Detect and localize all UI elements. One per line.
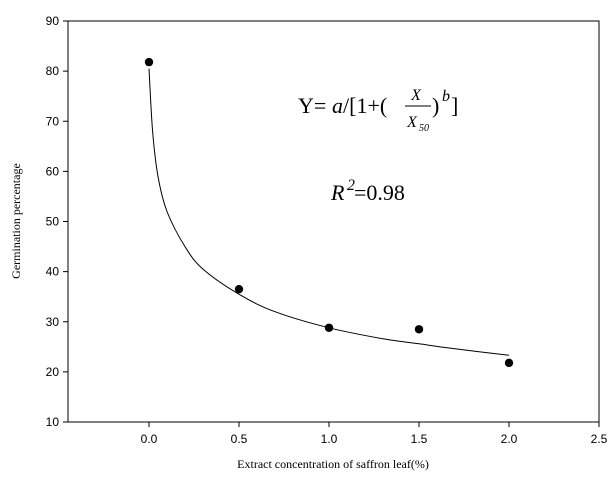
y-tick-label: 20 (46, 365, 60, 379)
r-squared-symbol: R (330, 180, 345, 205)
y-tick-label: 70 (46, 114, 60, 128)
y-tick-label: 30 (46, 315, 60, 329)
fitted-curve-line (148, 68, 510, 356)
ticks: 10 20 30 40 50 60 70 80 90 0.0 0.5 1.0 1.5 2.0 2.5 (46, 14, 608, 446)
plot-frame (67, 20, 600, 423)
y-axis-label: Germination percentage (9, 163, 23, 279)
equation-exponent: b (442, 88, 450, 105)
r-squared-value: =0.98 (354, 180, 405, 205)
x-tick-label: 0.5 (231, 432, 248, 446)
equation-bracket-open: /[1+( (343, 93, 387, 118)
y-tick-label: 10 (46, 415, 60, 429)
r-squared-annotation: R 2 =0.98 (330, 177, 405, 205)
equation-denominator: X (406, 114, 418, 131)
points-layer (144, 57, 514, 368)
y-tick-label: 80 (46, 64, 60, 78)
x-tick-label: 1.0 (321, 432, 338, 446)
data-point (234, 284, 244, 294)
data-point (324, 323, 334, 332)
y-tick-label: 60 (46, 164, 60, 178)
equation-bracket-close: ) (432, 93, 439, 118)
equation-end: ] (451, 93, 458, 118)
x-axis-label: Extract concentration of saffron leaf(%) (237, 457, 429, 471)
x-tick-label: 1.5 (411, 432, 428, 446)
y-tick-label: 90 (46, 14, 60, 28)
equation-prefix: Y= (298, 93, 326, 118)
equation-denominator-subscript: 50 (419, 123, 429, 134)
x-tick-label: 0.0 (141, 432, 158, 446)
y-tick-label: 50 (46, 215, 60, 229)
data-point (414, 325, 424, 334)
x-tick-label: 2.0 (501, 432, 518, 446)
y-tick-label: 40 (46, 265, 60, 279)
equation-numerator: X (410, 87, 422, 104)
r-squared-superscript: 2 (347, 177, 355, 194)
x-tick-label: 2.5 (591, 432, 608, 446)
equation-a: a (332, 93, 343, 118)
data-point (504, 358, 514, 368)
curve-layer (148, 68, 510, 356)
equation-annotation: Y= a /[1+( X X 50 ) b ] (298, 87, 458, 134)
data-point (144, 57, 154, 67)
